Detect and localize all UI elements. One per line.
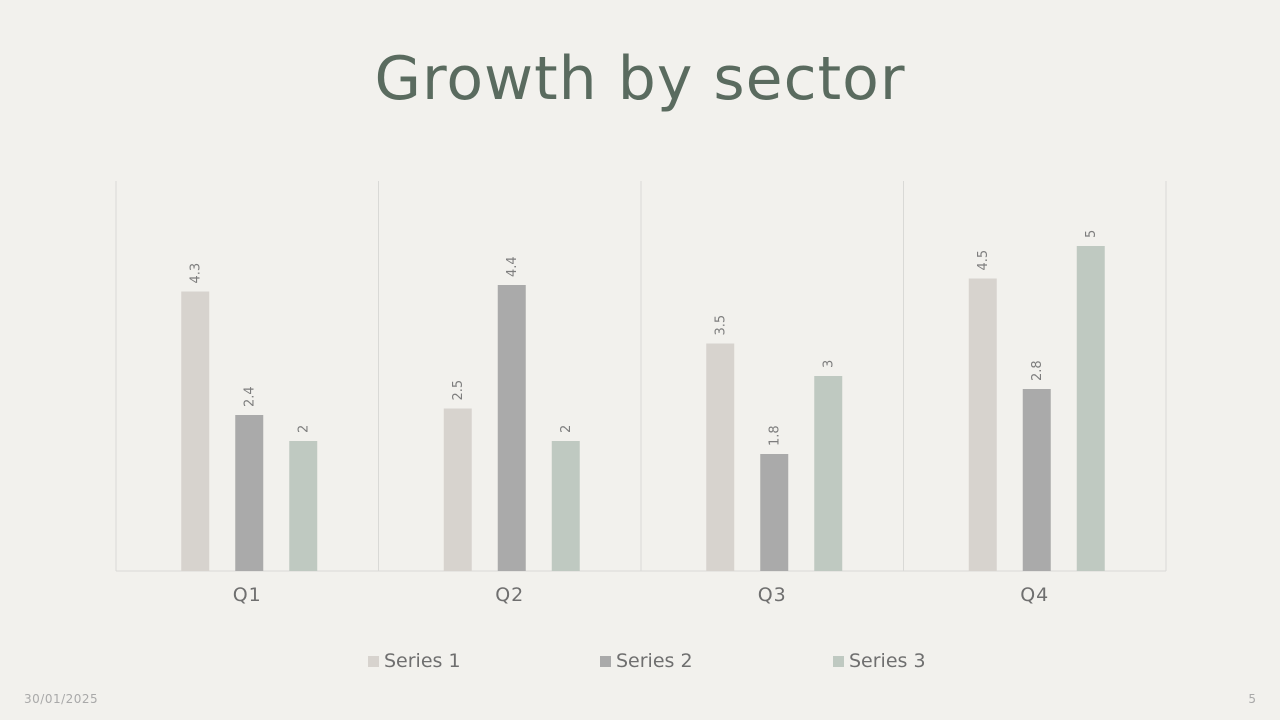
bar-series-3 <box>551 441 580 571</box>
bar-series-3 <box>1076 246 1105 571</box>
bar-series-2 <box>1022 389 1051 571</box>
data-label: 2.8 <box>1030 360 1045 381</box>
x-tick-label: Q3 <box>758 584 787 606</box>
data-label: 2 <box>559 425 574 433</box>
data-label: 3.5 <box>713 315 728 336</box>
legend-label-series-1: Series 1 <box>384 650 461 672</box>
x-tick-label: Q4 <box>1020 584 1049 606</box>
data-label: 4.4 <box>505 256 520 277</box>
legend-swatch-series-1 <box>368 655 379 667</box>
data-label: 4.3 <box>188 263 203 284</box>
x-tick-label: Q1 <box>233 584 262 606</box>
data-label: 4.5 <box>976 250 991 271</box>
chart-legend: Series 1 Series 2 Series 3 <box>0 650 1280 678</box>
legend-swatch-series-2 <box>600 655 611 667</box>
data-label: 2 <box>296 425 311 433</box>
bar-series-2 <box>497 285 526 571</box>
footer-date: 30/01/2025 <box>24 692 99 706</box>
legend-label-series-3: Series 3 <box>849 650 926 672</box>
x-tick-label: Q2 <box>495 584 524 606</box>
bar-series-1 <box>706 343 735 571</box>
legend-label-series-2: Series 2 <box>616 650 693 672</box>
data-label: 2.5 <box>451 380 466 401</box>
bar-series-1 <box>968 278 997 571</box>
data-label: 2.4 <box>242 386 257 407</box>
bar-series-2 <box>235 415 264 571</box>
data-label: 3 <box>821 360 836 368</box>
data-label: 5 <box>1084 230 1099 238</box>
bar-chart: Q1 4.3 2.4 2 Q2 2.5 4.4 2 Q3 3.5 1.8 3 Q4 4.5 2.8 5 <box>115 181 1167 606</box>
legend-item-series-2: Series 2 <box>600 650 693 672</box>
bar-series-2 <box>760 454 789 571</box>
bar-series-3 <box>289 441 318 571</box>
bar-series-1 <box>443 408 472 571</box>
bar-series-3 <box>814 376 843 571</box>
legend-swatch-series-3 <box>833 655 844 667</box>
data-label: 1.8 <box>767 425 782 446</box>
slide-title: Growth by sector <box>374 44 906 114</box>
page-number: 5 <box>1248 692 1256 706</box>
legend-item-series-3: Series 3 <box>833 650 926 672</box>
bar-series-1 <box>181 291 210 571</box>
legend-item-series-1: Series 1 <box>368 650 461 672</box>
